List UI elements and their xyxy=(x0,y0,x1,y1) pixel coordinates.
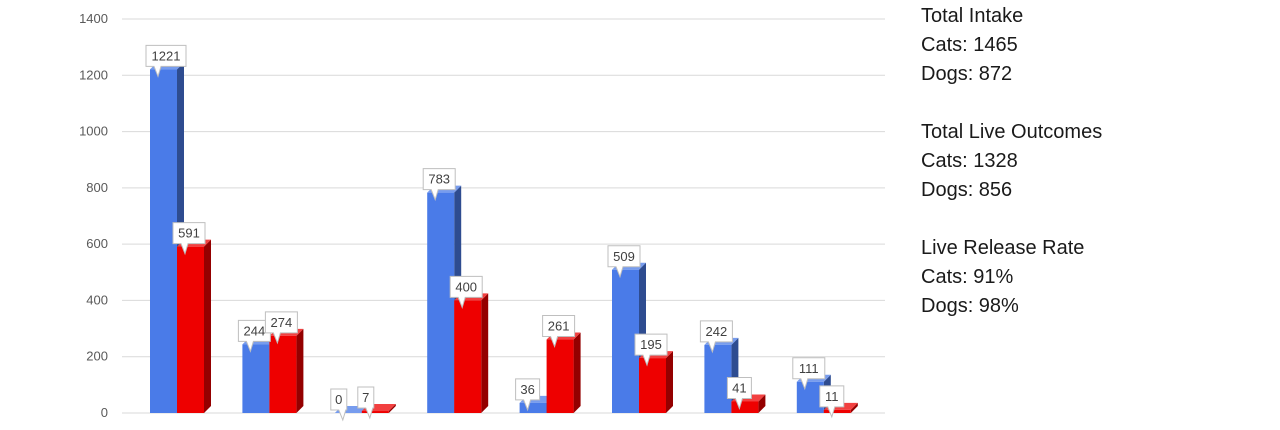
bar-side xyxy=(204,239,211,413)
bar-front xyxy=(361,411,389,413)
y-tick-label: 200 xyxy=(86,349,108,364)
data-label-box xyxy=(634,333,668,367)
data-label-box xyxy=(819,385,845,419)
bar-side xyxy=(850,402,858,413)
bar-front xyxy=(454,300,482,413)
bar-front xyxy=(731,401,759,413)
bar-front xyxy=(519,402,547,413)
release-dogs: Dogs: 98% xyxy=(921,295,1019,317)
y-tick-label: 400 xyxy=(86,292,108,307)
data-label-text: 1221 xyxy=(152,48,181,63)
release-title: Live Release Rate xyxy=(921,237,1085,259)
bar xyxy=(639,351,673,413)
data-label-box xyxy=(699,320,733,354)
data-label: 261 xyxy=(542,315,576,349)
data-label-text: 36 xyxy=(520,382,534,397)
intake-dogs: Dogs: 872 xyxy=(921,63,1013,85)
data-label: 400 xyxy=(449,275,483,309)
bar xyxy=(546,332,581,413)
data-label-box xyxy=(357,386,375,420)
y-tick-label: 0 xyxy=(101,405,108,420)
data-label: 274 xyxy=(264,311,298,345)
data-label-box xyxy=(264,311,298,345)
data-label: 111 xyxy=(792,357,826,391)
outcomes-dogs: Dogs: 856 xyxy=(921,179,1013,201)
data-label: 36 xyxy=(515,378,541,412)
data-label-box xyxy=(422,168,456,202)
bar-side xyxy=(388,404,396,413)
bar-side xyxy=(481,293,489,413)
bar-side xyxy=(666,351,673,413)
bar-front xyxy=(177,246,204,413)
data-label-box xyxy=(145,44,187,78)
y-axis: 0 200 400 600 800 1000 1200 1400 xyxy=(79,11,108,420)
data-label-text: 242 xyxy=(706,324,728,339)
data-label-text: 400 xyxy=(455,279,477,294)
data-label-text: 274 xyxy=(271,315,293,330)
bar-side xyxy=(758,394,766,413)
y-tick-label: 1200 xyxy=(79,67,108,82)
bars xyxy=(150,62,858,414)
intake-summary: Total Intake Cats: 1465 Dogs: 872 xyxy=(921,2,1102,89)
bar-side xyxy=(573,332,581,413)
bar-front xyxy=(639,358,666,413)
outcomes-title: Total Live Outcomes xyxy=(921,121,1103,143)
data-label: 509 xyxy=(607,245,641,279)
data-label-text: 111 xyxy=(799,361,819,376)
gridlines xyxy=(122,18,885,414)
data-label-box xyxy=(515,378,541,412)
data-label-box xyxy=(542,315,576,349)
data-label-box xyxy=(607,245,641,279)
summary-panel: Total Intake Cats: 1465 Dogs: 872 Total … xyxy=(921,2,1102,350)
data-label: 7 xyxy=(357,386,375,420)
data-label-text: 509 xyxy=(613,249,635,264)
bar-chart: 0 200 400 600 800 1000 1200 1400 1221 244 0 783 36 5… xyxy=(79,11,885,422)
data-label-text: 11 xyxy=(825,389,839,404)
data-label: 0 xyxy=(330,388,348,422)
data-label-text: 195 xyxy=(640,337,662,352)
data-label-box xyxy=(792,357,826,391)
bar-front xyxy=(242,344,270,413)
release-cats: Cats: 91% xyxy=(921,266,1014,288)
data-label-text: 41 xyxy=(732,380,746,395)
bar-front xyxy=(427,192,455,413)
bar xyxy=(177,239,211,413)
intake-title: Total Intake xyxy=(921,5,1024,27)
intake-cats: Cats: 1465 xyxy=(921,34,1018,56)
data-label: 783 xyxy=(422,168,456,202)
data-label-text: 783 xyxy=(428,172,450,187)
data-label-text: 244 xyxy=(244,323,266,338)
data-label: 41 xyxy=(726,376,752,410)
data-label-text: 7 xyxy=(362,390,369,405)
y-tick-label: 800 xyxy=(86,180,108,195)
bar-side xyxy=(296,328,304,413)
bar-front xyxy=(546,339,574,413)
outcomes-cats: Cats: 1328 xyxy=(921,150,1018,172)
outcomes-summary: Total Live Outcomes Cats: 1328 Dogs: 856 xyxy=(921,118,1102,205)
y-tick-label: 1000 xyxy=(79,124,108,139)
data-label: 591 xyxy=(172,222,206,256)
y-tick-label: 1400 xyxy=(79,11,108,26)
data-label-box xyxy=(449,275,483,309)
data-label-text: 0 xyxy=(335,392,342,407)
release-summary: Live Release Rate Cats: 91% Dogs: 98% xyxy=(921,234,1102,321)
data-label: 11 xyxy=(819,385,845,419)
data-label: 1221 xyxy=(145,44,187,78)
data-label: 195 xyxy=(634,333,668,367)
bar-front xyxy=(823,409,851,413)
data-labels: 1221 244 0 783 36 509 242 111 591 274 7 400 261 195 41… xyxy=(145,44,845,422)
data-label-text: 261 xyxy=(548,319,570,334)
bar xyxy=(454,293,489,413)
data-label-box xyxy=(726,376,752,410)
data-label: 242 xyxy=(699,320,733,354)
y-tick-label: 600 xyxy=(86,236,108,251)
data-label-box xyxy=(330,388,348,422)
bar xyxy=(269,328,304,413)
data-label-text: 591 xyxy=(178,226,200,241)
data-label-box xyxy=(172,222,206,256)
bar-front xyxy=(269,335,297,413)
